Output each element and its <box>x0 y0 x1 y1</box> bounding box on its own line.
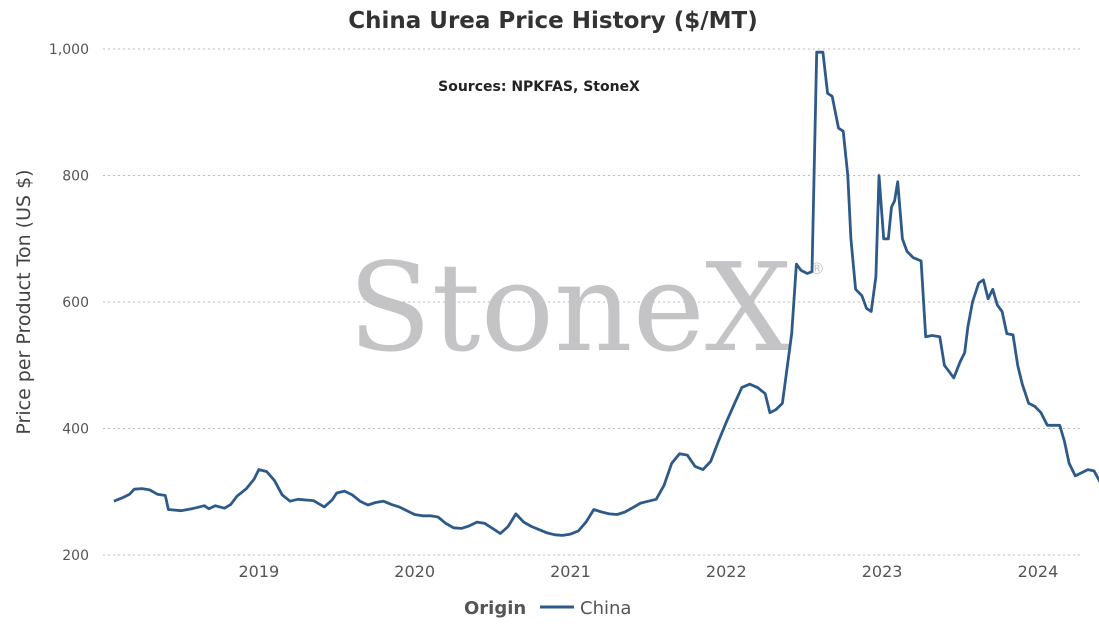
x-tick-label: 2021 <box>550 562 591 581</box>
chart-subtitle: Sources: NPKFAS, StoneX <box>438 79 640 95</box>
y-tick-label: 400 <box>62 422 89 438</box>
legend-title: Origin <box>464 598 526 619</box>
y-tick-label: 200 <box>62 548 89 564</box>
legend-label-china[interactable]: China <box>580 598 631 619</box>
x-tick-label: 2020 <box>394 562 435 581</box>
legend[interactable]: Origin China <box>464 598 631 619</box>
series-layer <box>113 50 1099 537</box>
y-tick-label: 800 <box>62 169 89 185</box>
chart-title: China Urea Price History ($/MT) <box>348 8 757 34</box>
x-tick-label: 2022 <box>706 562 747 581</box>
y-axis-label: Price per Product Ton (US $) <box>13 169 35 434</box>
x-axis-ticks: 2019 2020 2021 2022 2023 2024 <box>238 562 1058 581</box>
series-line-china[interactable] <box>113 50 1099 537</box>
x-tick-label: 2024 <box>1018 562 1059 581</box>
x-tick-label: 2019 <box>238 562 279 581</box>
y-tick-label: 1,000 <box>49 42 89 58</box>
y-axis-ticks: 200 400 600 800 1,000 <box>49 42 89 564</box>
watermark: StoneX ® <box>348 237 825 379</box>
x-tick-label: 2023 <box>862 562 903 581</box>
watermark-text: StoneX <box>348 237 792 379</box>
y-tick-label: 600 <box>62 295 89 311</box>
